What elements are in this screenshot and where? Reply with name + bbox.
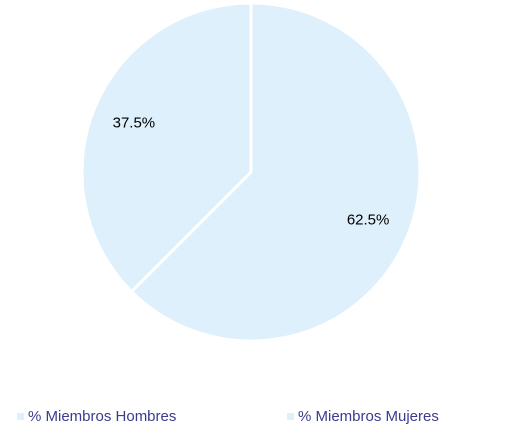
legend-marker — [287, 413, 294, 420]
pie-slice — [129, 1, 422, 343]
pie-slice — [80, 1, 253, 294]
data-label: 37.5% — [113, 114, 156, 131]
legend-marker — [17, 413, 24, 420]
legend-label: % Miembros Hombres — [28, 408, 176, 425]
data-label: 62.5% — [347, 211, 390, 228]
legend-label: % Miembros Mujeres — [298, 408, 439, 425]
